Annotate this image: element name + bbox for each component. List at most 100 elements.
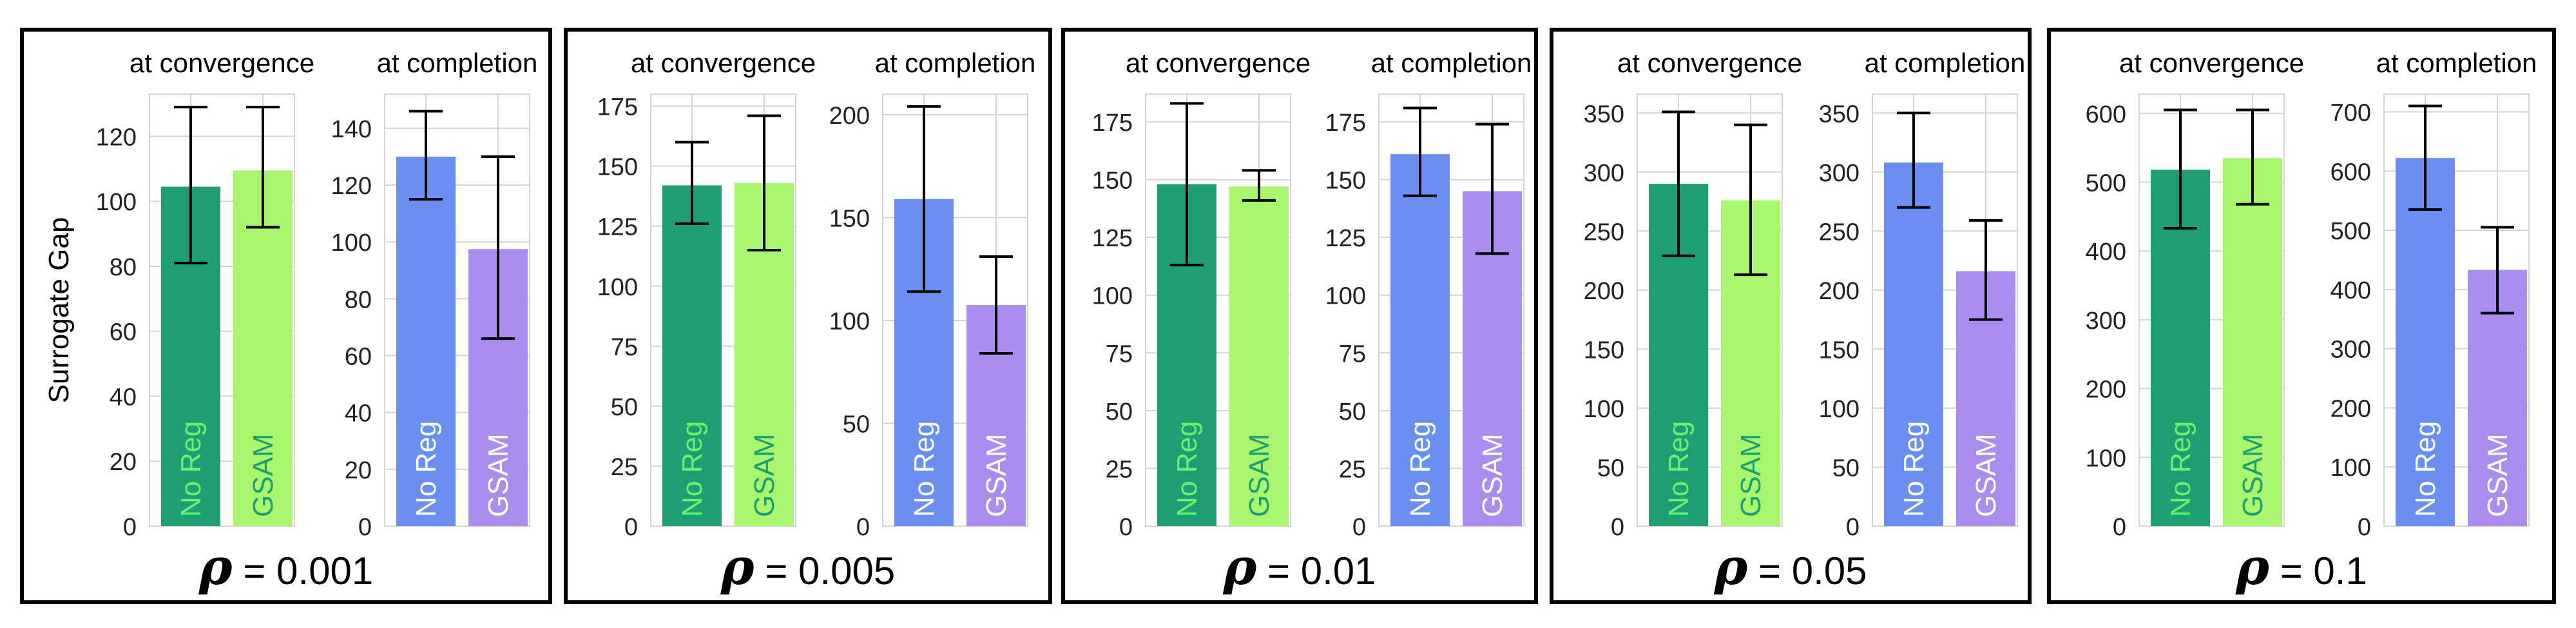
- panel-frame: [1061, 28, 1538, 604]
- subplot-title: at completion: [875, 48, 1036, 78]
- bar-gsam: [1229, 186, 1289, 526]
- y-tick-label: 0: [1611, 514, 1624, 541]
- bar-no-reg: [1884, 162, 1943, 526]
- rho-caption: ρ = 0.005: [720, 538, 895, 596]
- bar-no-reg: [396, 156, 456, 526]
- y-tick-label: 80: [345, 286, 372, 313]
- subplot-completion: at completion 0 50 100 150 200 No Reg GSAM: [829, 48, 1036, 541]
- y-tick-label: 60: [345, 344, 372, 371]
- y-tick-label: 75: [1106, 340, 1133, 368]
- error-bar: [1897, 112, 1930, 209]
- rho-value: = 0.05: [1747, 549, 1867, 593]
- bar-gsam: [2223, 158, 2282, 527]
- error-bar: [1242, 169, 1276, 202]
- bar-category-label: No Reg: [410, 421, 442, 517]
- rho-caption: ρ = 0.1: [2235, 538, 2367, 596]
- y-tick-label: 50: [1597, 455, 1624, 482]
- y-tick-label: 175: [1092, 110, 1133, 137]
- y-tick-label: 0: [624, 514, 638, 541]
- y-tick-label: 500: [2331, 218, 2371, 245]
- y-tick-label: 0: [358, 514, 372, 541]
- subplot-completion: at completion 0 25 50 75 100 125 150 175 No Reg GS…: [1325, 48, 1532, 541]
- y-tick-label: 200: [829, 103, 870, 130]
- bar-category-label: No Reg: [1663, 421, 1695, 517]
- y-tick-label: 100: [597, 274, 638, 301]
- axes-border: [149, 93, 295, 527]
- y-tick-label: 40: [345, 400, 372, 427]
- y-tick-label: 300: [1819, 160, 1860, 187]
- subplot-title: at completion: [377, 48, 538, 78]
- panel-frame: [564, 28, 1052, 604]
- panel-rho-4: at convergence 0 100 200 300 400 500 600 No Reg G…: [2047, 28, 2556, 604]
- y-tick-label: 400: [2086, 239, 2126, 266]
- y-tick-label: 0: [2358, 514, 2371, 541]
- error-bar: [907, 105, 941, 293]
- error-bar: [1170, 102, 1204, 267]
- panel-rho-1: at convergence 0 25 50 75 100 125 150 175 No Reg G…: [564, 28, 1052, 604]
- subplot-title: at convergence: [631, 48, 816, 78]
- axes-border: [1637, 93, 1783, 527]
- bar-category-label: No Reg: [1171, 421, 1203, 517]
- y-tick-label: 25: [611, 454, 638, 481]
- bar-no-reg: [662, 185, 722, 526]
- subplot-title: at convergence: [2119, 48, 2304, 78]
- rho-caption: ρ = 0.001: [198, 538, 373, 596]
- subplot-convergence: at convergence 0 25 50 75 100 125 150 175 No Reg G…: [1092, 48, 1311, 541]
- axes-border: [1872, 93, 2018, 527]
- subplot-completion: at completion 0 20 40 60 80 100 120 140 No Reg GSA…: [331, 48, 538, 541]
- y-tick-label: 40: [110, 384, 137, 411]
- y-tick-label: 20: [110, 449, 137, 476]
- bar-category-label: GSAM: [1477, 433, 1508, 517]
- bar-category-label: No Reg: [1898, 421, 1930, 517]
- y-tick-label: 100: [2086, 445, 2126, 472]
- bar-category-label: GSAM: [247, 433, 279, 517]
- axes-border: [384, 93, 530, 527]
- y-tick-label: 120: [331, 173, 372, 200]
- y-tick-label: 600: [2331, 159, 2371, 186]
- rho-symbol: ρ: [1713, 538, 1748, 596]
- bar-category-label: No Reg: [908, 421, 940, 517]
- y-tick-label: 125: [1092, 225, 1133, 252]
- y-tick-label: 100: [2331, 455, 2371, 482]
- y-tick-label: 20: [345, 457, 372, 484]
- panel-rho-3: at convergence 0 50 100 150 200 250 300 350 No Re…: [1550, 28, 2032, 604]
- bar-category-label: GSAM: [483, 433, 514, 517]
- y-tick-label: 350: [1819, 101, 1860, 128]
- error-bar: [409, 110, 443, 201]
- y-tick-label: 175: [1325, 110, 1366, 137]
- bar-category-label: GSAM: [1735, 433, 1767, 517]
- subplot-convergence: at convergence 0 20 40 60 80 100 120 No Reg GSAM: [96, 48, 315, 541]
- bar-no-reg: [2396, 158, 2455, 526]
- subplot-title: at completion: [1865, 48, 2026, 78]
- y-tick-label: 75: [1339, 340, 1366, 368]
- error-bar: [2164, 108, 2197, 230]
- subplot-convergence: at convergence 0 50 100 150 200 250 300 350 No Re…: [1584, 48, 1803, 541]
- y-tick-label: 300: [2086, 308, 2126, 335]
- y-tick-label: 125: [1325, 225, 1366, 252]
- panel-rho-2: at convergence 0 25 50 75 100 125 150 175 No Reg G…: [1061, 28, 1538, 604]
- y-tick-label: 140: [331, 116, 372, 143]
- y-tick-label: 175: [597, 94, 638, 121]
- y-tick-label: 150: [1325, 168, 1366, 195]
- subplot-title: at convergence: [1617, 48, 1802, 78]
- error-bar: [1403, 106, 1437, 197]
- y-tick-label: 0: [1846, 514, 1860, 541]
- y-axis-label: Surrogate Gap: [43, 217, 75, 404]
- subplot-title: at completion: [2376, 48, 2537, 78]
- error-bar: [1475, 123, 1509, 255]
- bar-category-label: GSAM: [2482, 433, 2514, 517]
- y-tick-label: 500: [2086, 170, 2126, 197]
- axes-border: [2383, 93, 2530, 527]
- subplot-title: at convergence: [130, 48, 314, 78]
- y-tick-label: 150: [829, 205, 870, 232]
- y-tick-label: 100: [1092, 283, 1133, 310]
- error-bar: [747, 114, 781, 251]
- rho-caption: ρ = 0.05: [1713, 538, 1867, 596]
- axes-border: [1145, 93, 1291, 527]
- axes-border: [882, 93, 1028, 527]
- bar-category-label: No Reg: [175, 421, 207, 517]
- rho-value: = 0.01: [1256, 549, 1376, 593]
- bar-category-label: GSAM: [749, 433, 780, 517]
- y-tick-label: 0: [123, 514, 137, 541]
